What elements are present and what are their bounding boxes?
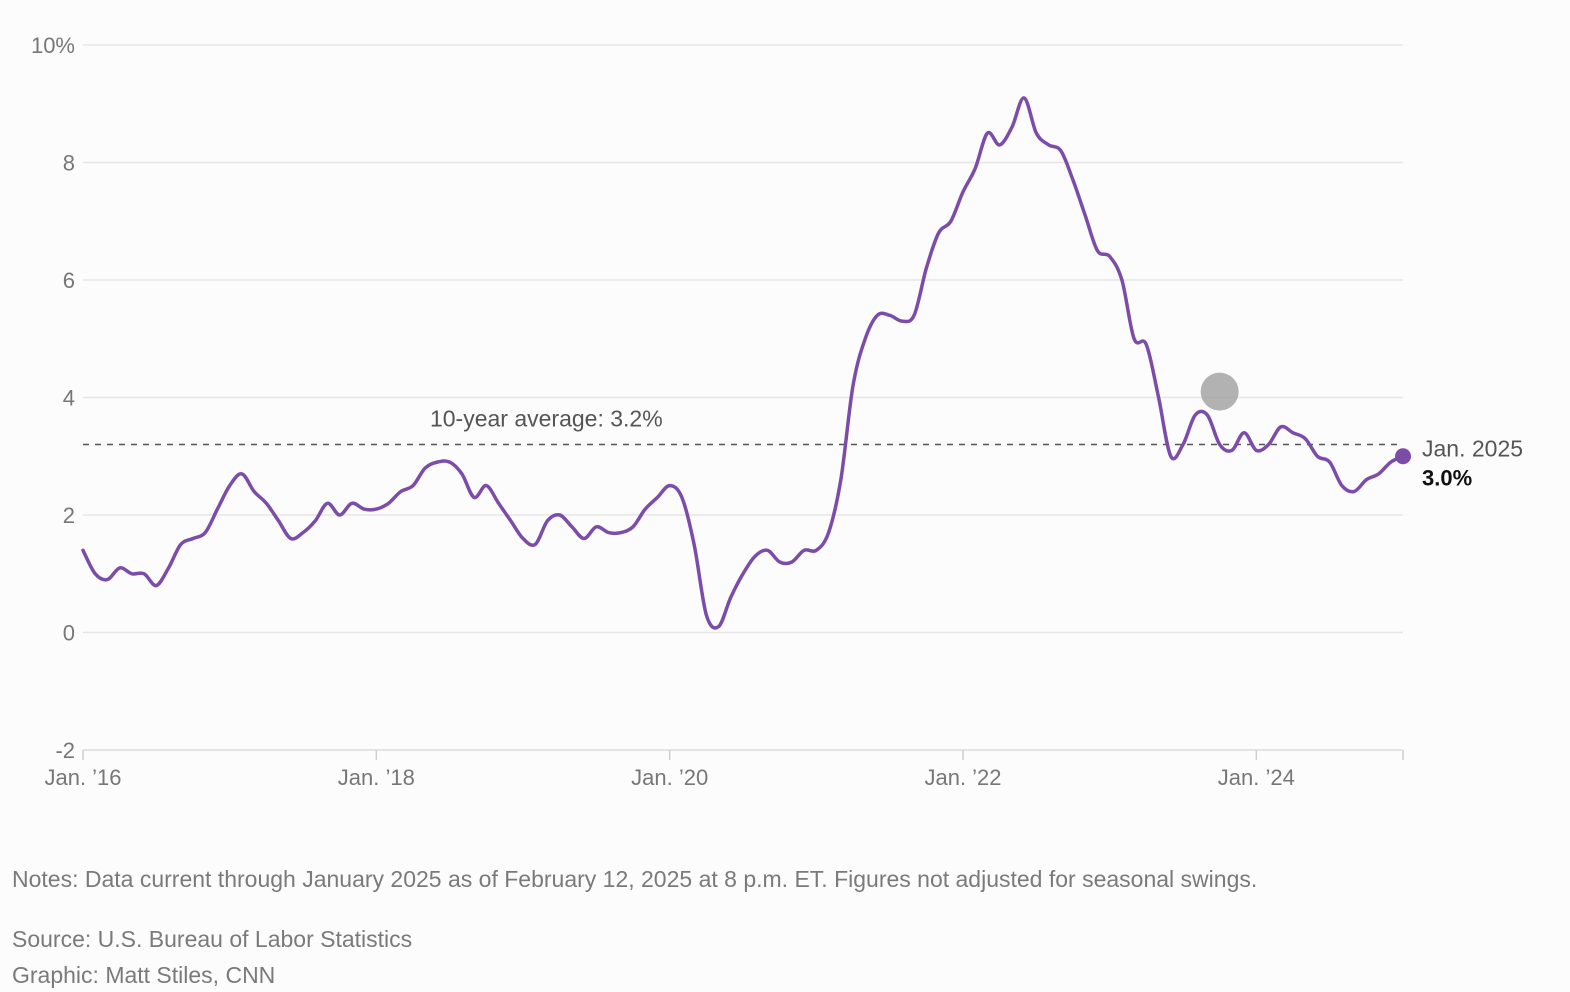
chart-notes: Notes: Data current through January 2025… <box>12 866 1258 892</box>
y-tick-label: 8 <box>63 151 75 176</box>
y-tick-label: 10% <box>31 33 75 58</box>
ten-year-average-label: 10-year average: 3.2% <box>430 406 663 432</box>
hover-marker[interactable] <box>1200 372 1239 411</box>
x-tick-label: Jan. ’24 <box>1218 765 1295 790</box>
end-point <box>1395 448 1411 465</box>
y-tick-label: 2 <box>63 503 75 528</box>
y-tick-label: 4 <box>63 386 75 411</box>
end-date-label: Jan. 2025 <box>1422 435 1523 461</box>
end-label-group: Jan. 2025 3.0% <box>1395 435 1523 490</box>
series-group <box>81 96 1405 630</box>
chart-credit: Graphic: Matt Stiles, CNN <box>12 962 276 988</box>
inflation-series-line <box>81 96 1405 630</box>
y-tick-label: 6 <box>63 268 75 293</box>
reference-line-group: 10-year average: 3.2% <box>83 406 1403 446</box>
gridlines: 10% 8 6 4 2 0 -2 <box>31 33 1403 763</box>
x-tick-label: Jan. ’22 <box>924 765 1001 790</box>
chart-source: Source: U.S. Bureau of Labor Statistics <box>12 926 413 952</box>
end-value-label: 3.0% <box>1422 465 1472 490</box>
y-tick-label: 0 <box>63 621 75 646</box>
x-tick-label: Jan. ’18 <box>338 765 415 790</box>
x-tick-label: Jan. ’20 <box>631 765 708 790</box>
axes: Jan. ’16 Jan. ’18 Jan. ’20 Jan. ’22 Jan. ’24 <box>44 750 1404 790</box>
x-tick-label: Jan. ’16 <box>44 765 121 790</box>
y-tick-label: -2 <box>55 738 75 763</box>
